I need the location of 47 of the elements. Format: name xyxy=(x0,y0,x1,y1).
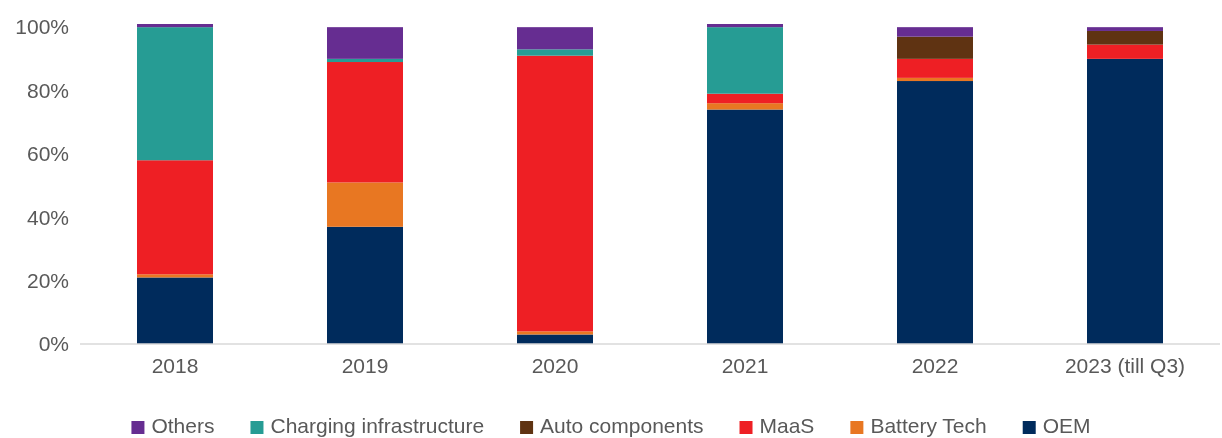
bar xyxy=(137,27,213,161)
bar xyxy=(897,81,973,344)
legend-label: Auto components xyxy=(540,414,704,437)
y-tick-label: 20% xyxy=(26,268,69,292)
x-tick-label: 2021 xyxy=(721,353,769,377)
bar xyxy=(1087,44,1163,59)
legend-label: OEM xyxy=(1042,414,1091,437)
bar xyxy=(137,274,213,278)
y-tick-label: 40% xyxy=(26,205,69,229)
legend-label: Battery Tech xyxy=(870,414,987,437)
bar xyxy=(517,27,593,50)
bar xyxy=(137,277,213,344)
y-tick-label: 100% xyxy=(15,15,69,39)
bar xyxy=(1087,58,1163,344)
x-tick-label: 2018 xyxy=(151,353,199,377)
x-tick-label: 2020 xyxy=(531,353,579,377)
bar xyxy=(327,62,403,183)
bar xyxy=(327,58,403,63)
bar xyxy=(327,182,403,227)
y-tick-label: 80% xyxy=(26,78,69,102)
bar xyxy=(897,27,973,37)
bar xyxy=(707,24,783,28)
bar xyxy=(517,55,593,332)
bar xyxy=(327,27,403,59)
bar xyxy=(517,334,593,344)
bar xyxy=(1087,30,1163,45)
legend-label: Charging infrastructure xyxy=(270,414,485,437)
legend-label: MaaS xyxy=(759,414,815,437)
legend-label: Others xyxy=(151,414,215,437)
y-tick-label: 0% xyxy=(38,332,69,356)
x-tick-label: 2019 xyxy=(341,353,389,377)
bar xyxy=(137,24,213,28)
bar xyxy=(137,160,213,275)
bar xyxy=(327,226,403,344)
bar xyxy=(1087,27,1163,31)
bar xyxy=(707,109,783,344)
bar xyxy=(517,49,593,56)
bar xyxy=(517,331,593,335)
bar xyxy=(707,93,783,104)
bar xyxy=(897,58,973,78)
x-tick-label: 2022 xyxy=(911,353,959,377)
bar xyxy=(707,103,783,110)
bar xyxy=(897,36,973,59)
bar xyxy=(707,27,783,94)
y-tick-label: 60% xyxy=(26,142,69,166)
x-tick-label: 2023 (till Q3) xyxy=(1064,353,1186,377)
bar xyxy=(897,77,973,82)
